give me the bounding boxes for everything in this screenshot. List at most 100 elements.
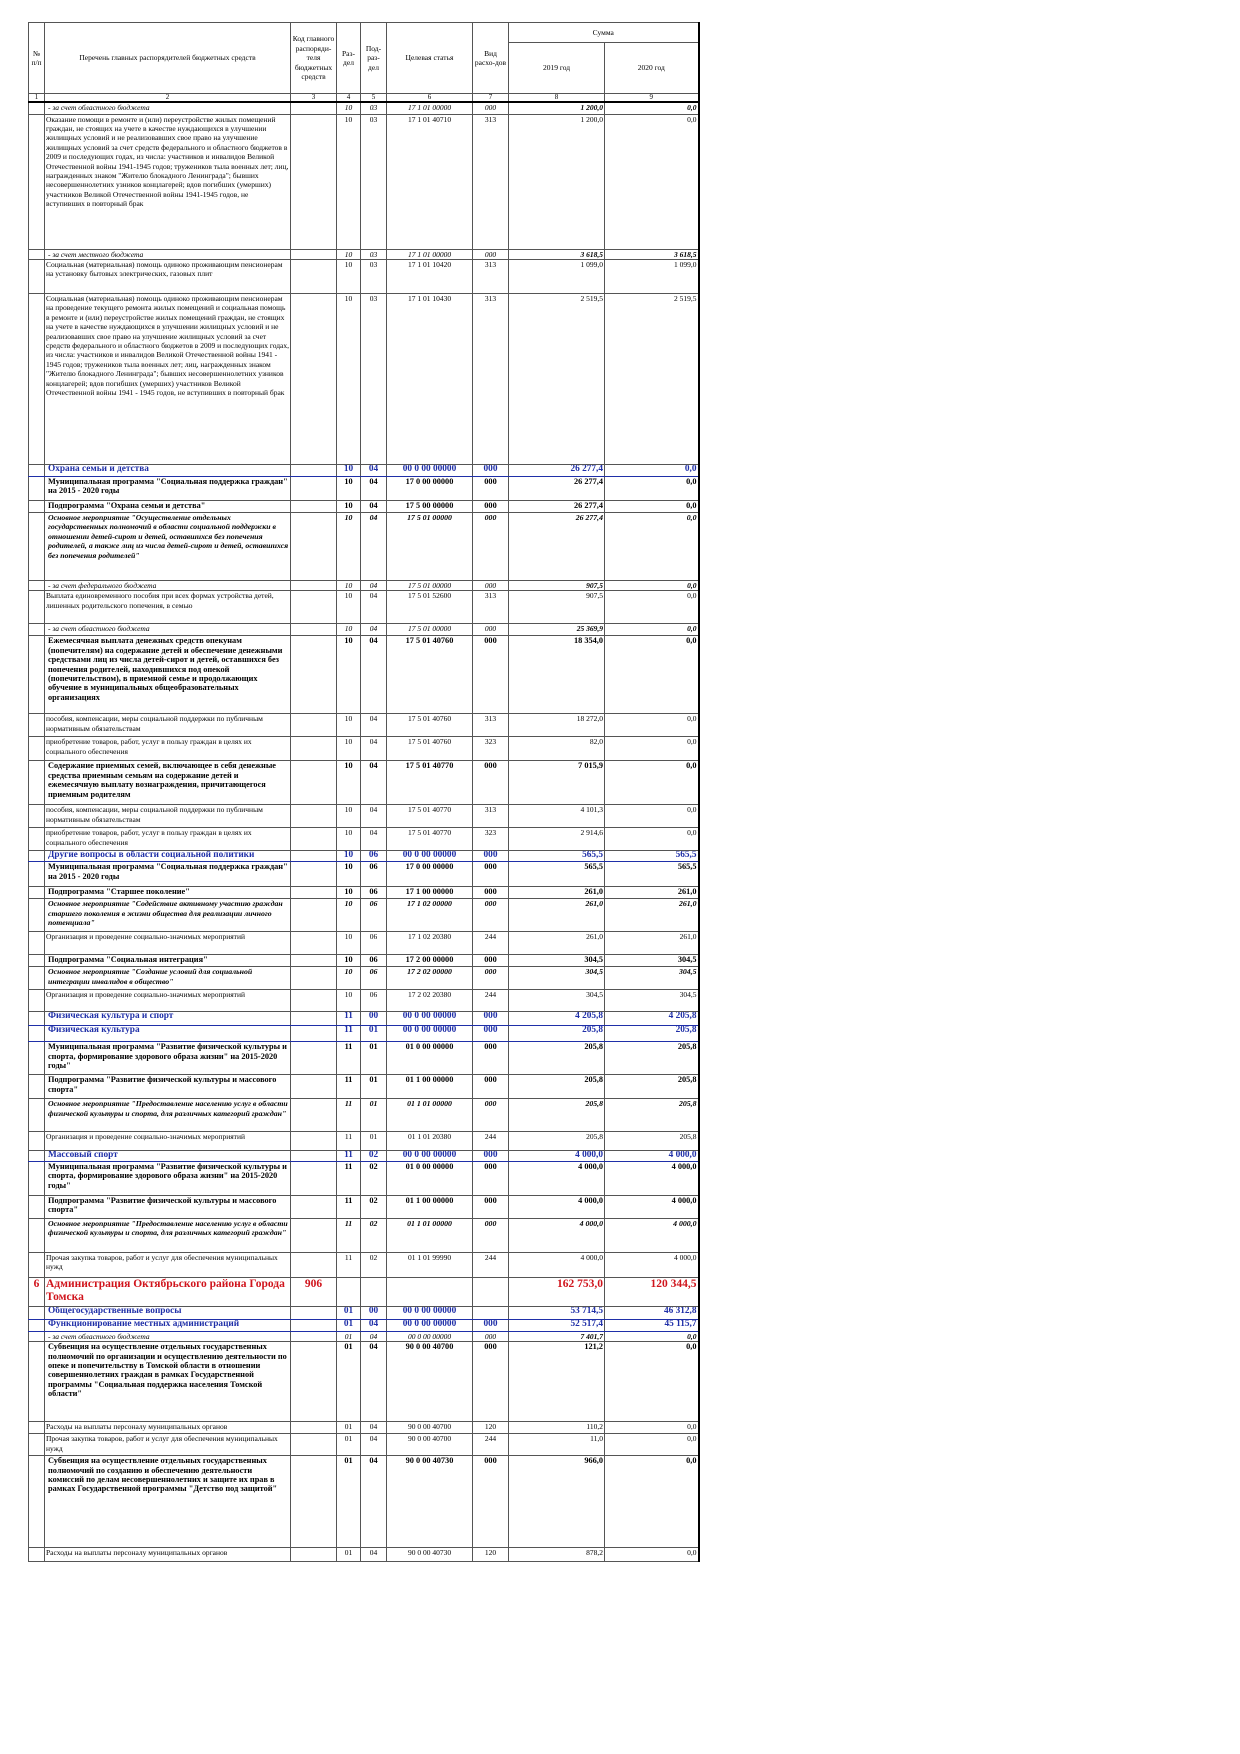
expense-type: 000 <box>472 850 509 863</box>
item-name: Организация и проведение социально-значи… <box>44 989 291 1013</box>
admin-code <box>290 989 337 1013</box>
section: 11 <box>336 1194 361 1219</box>
subsection: 03 <box>360 292 387 465</box>
sum-2019: 18 354,0 <box>508 635 605 715</box>
expenditure-table: № п/п Перечень главных распорядителей бю… <box>28 22 700 1563</box>
row-number <box>28 954 45 968</box>
column-number: 2 <box>44 93 291 103</box>
admin-code <box>290 898 337 933</box>
admin-code <box>290 1421 337 1435</box>
subsection: 02 <box>360 1150 387 1162</box>
expense-type: 000 <box>472 966 509 991</box>
row-number <box>28 1217 45 1253</box>
sum-2019: 2 519,5 <box>508 292 605 465</box>
row-number <box>28 1341 45 1423</box>
sum-2020: 205,8 <box>604 1025 699 1043</box>
item-name: - за счет областного бюджета <box>44 1330 291 1343</box>
subsection: 06 <box>360 850 387 863</box>
target-article: 17 5 01 40770 <box>386 760 473 806</box>
expense-type: 000 <box>472 1025 509 1043</box>
target-article: 17 5 01 00000 <box>386 623 473 637</box>
item-name: Функционирование местных администраций <box>44 1318 291 1332</box>
subsection: 04 <box>360 623 387 637</box>
header-cell: Раз-дел <box>336 22 361 94</box>
table-row: Массовый спорт 11 02 00 0 00 00000 000 4 000,… <box>28 1150 699 1162</box>
admin-code <box>290 1433 337 1457</box>
item-name: Прочая закупка товаров, работ и услуг дл… <box>44 1433 291 1457</box>
item-name: Массовый спорт <box>44 1150 291 1162</box>
section <box>336 1276 361 1307</box>
sum-2020: 0,0 <box>604 1547 699 1563</box>
sum-2019: 4 000,0 <box>508 1251 605 1278</box>
admin-code <box>290 623 337 637</box>
item-name: Другие вопросы в области социальной поли… <box>44 850 291 863</box>
column-number: 9 <box>604 93 699 103</box>
sum-2019: 52 517,4 <box>508 1318 605 1332</box>
row-number <box>28 248 45 260</box>
item-name: Основное мероприятие "Предоставление нас… <box>44 1217 291 1253</box>
sum-2019: 261,0 <box>508 931 605 956</box>
sum-2019: 3 618,5 <box>508 248 605 260</box>
sum-2020: 205,8 <box>604 1041 699 1076</box>
subsection: 04 <box>360 1421 387 1435</box>
expense-type: 000 <box>472 1330 509 1343</box>
section: 10 <box>336 713 361 738</box>
section: 10 <box>336 736 361 762</box>
table-row: Общегосударственные вопросы 01 00 00 0 00 0… <box>28 1305 699 1320</box>
target-article: 17 1 01 40710 <box>386 113 473 250</box>
item-name: Расходы на выплаты персоналу муниципальн… <box>44 1547 291 1563</box>
target-article: 17 1 01 10420 <box>386 258 473 294</box>
sum-2020: 565,5 <box>604 861 699 888</box>
expense-type: 000 <box>472 248 509 260</box>
section: 01 <box>336 1305 361 1320</box>
expense-type: 000 <box>472 1194 509 1219</box>
expense-type: 000 <box>472 1217 509 1253</box>
sum-2019: 121,2 <box>508 1341 605 1423</box>
table-row: - за счет областного бюджета 10 04 17 5 01 … <box>28 623 699 637</box>
sum-2020: 0,0 <box>604 1421 699 1435</box>
section: 10 <box>336 248 361 260</box>
item-name: Выплата единовременного пособия при всех… <box>44 590 291 625</box>
header-cell: Целевая статья <box>386 22 473 94</box>
table-row: - за счет местного бюджета 10 03 17 1 01 00… <box>28 248 699 260</box>
subsection: 02 <box>360 1217 387 1253</box>
target-article: 17 5 01 40770 <box>386 804 473 829</box>
sum-2020: 304,5 <box>604 954 699 968</box>
sum-2019: 4 000,0 <box>508 1150 605 1162</box>
sum-2020: 4 000,0 <box>604 1217 699 1253</box>
sum-2020: 4 000,0 <box>604 1160 699 1196</box>
table-row: Основное мероприятие "Осуществление отде… <box>28 511 699 581</box>
expense-type: 323 <box>472 827 509 852</box>
column-number: 7 <box>472 93 509 103</box>
sum-2020: 205,8 <box>604 1098 699 1133</box>
expense-type: 000 <box>472 1341 509 1423</box>
subsection: 03 <box>360 258 387 294</box>
admin-code <box>290 579 337 592</box>
expense-type <box>472 1276 509 1307</box>
row-number <box>28 1098 45 1133</box>
subsection: 04 <box>360 579 387 592</box>
sum-2019: 907,5 <box>508 579 605 592</box>
row-number <box>28 736 45 762</box>
expense-type: 000 <box>472 1074 509 1100</box>
expense-type: 000 <box>472 954 509 968</box>
table-row: Субвенция на осуществление отдельных гос… <box>28 1341 699 1423</box>
table-row: - за счет областного бюджета 10 03 17 1 01 … <box>28 101 699 115</box>
section: 10 <box>336 635 361 715</box>
row-number <box>28 1074 45 1100</box>
expense-type <box>472 1305 509 1320</box>
target-article: 00 0 00 00000 <box>386 1011 473 1027</box>
column-number: 3 <box>290 93 337 103</box>
admin-code <box>290 954 337 968</box>
admin-code <box>290 463 337 477</box>
expense-type: 313 <box>472 804 509 829</box>
sum-2020: 0,0 <box>604 635 699 715</box>
subsection: 04 <box>360 590 387 625</box>
item-name: Прочая закупка товаров, работ и услуг дл… <box>44 1251 291 1278</box>
admin-code <box>290 511 337 581</box>
sum-2019: 26 277,4 <box>508 475 605 501</box>
table-header: № п/п Перечень главных распорядителей бю… <box>28 22 699 103</box>
expense-type: 000 <box>472 579 509 592</box>
section: 10 <box>336 623 361 637</box>
table-row: Ежемесячная выплата денежных средств опе… <box>28 635 699 715</box>
